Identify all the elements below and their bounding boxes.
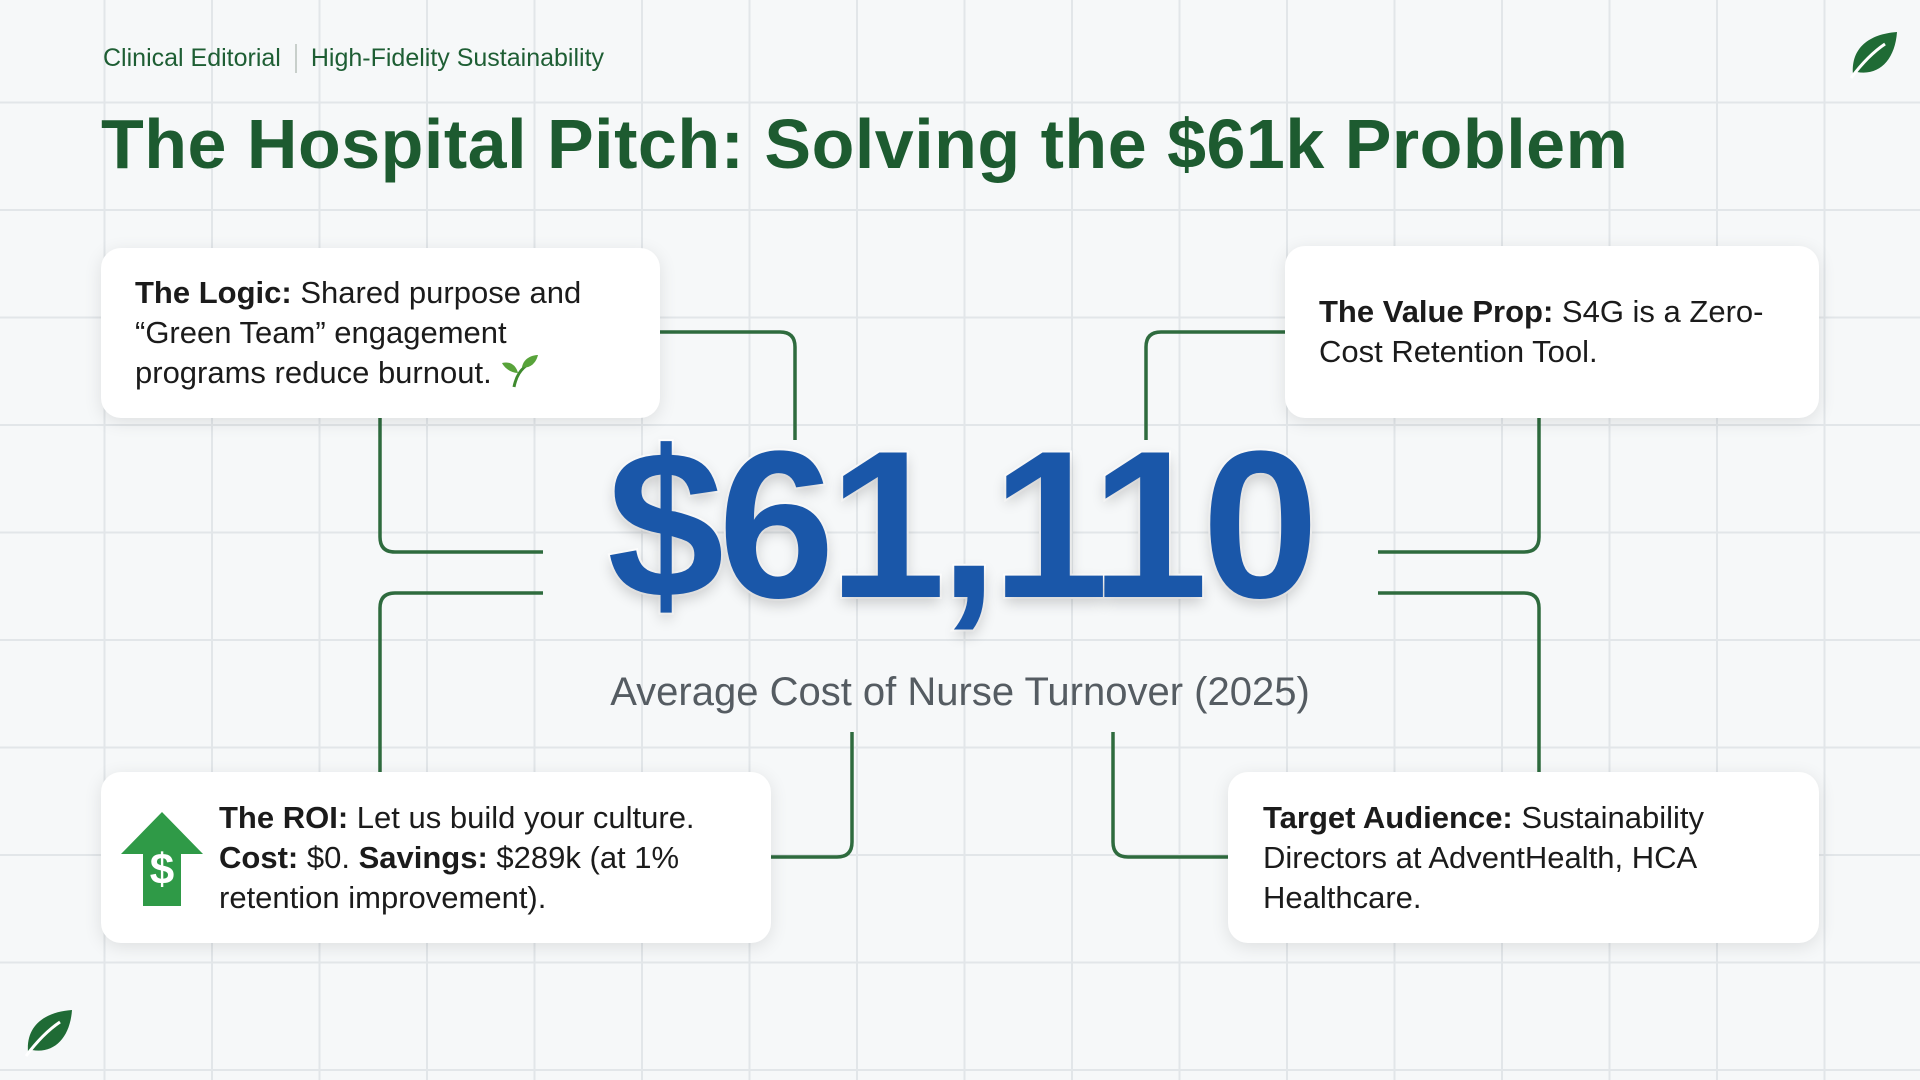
roi-icon: $	[121, 811, 203, 906]
card-text: The ROI: Let us build your culture. Cost…	[219, 798, 751, 918]
hero-value: $61,110	[605, 407, 1321, 642]
icon-symbol: $	[150, 845, 174, 894]
connector	[771, 732, 854, 859]
card-text: The Value Prop: S4G is a Zero-Cost Reten…	[1319, 292, 1791, 372]
connector	[1378, 418, 1541, 554]
eyebrow: Clinical Editorial High-Fidelity Sustain…	[103, 44, 604, 73]
card: The Value Prop: S4G is a Zero-Cost Reten…	[1285, 246, 1819, 418]
connector	[378, 591, 543, 772]
connector	[660, 330, 797, 440]
connector	[1144, 330, 1285, 440]
card-label: The ROI:	[219, 799, 349, 835]
eyebrow-item: Clinical Editorial	[103, 44, 281, 72]
connector	[378, 418, 543, 554]
card-text: Target Audience: Sustainability Director…	[1263, 798, 1791, 918]
connector	[1378, 591, 1541, 772]
card-label: The Value Prop:	[1319, 294, 1554, 329]
card-body: S4G is a Zero-Cost Retention Tool.	[1319, 294, 1764, 369]
connector	[1111, 732, 1228, 859]
card-label: Cost:	[219, 839, 299, 875]
card-body: $0.	[306, 839, 350, 875]
card-body: Let us build your culture.	[356, 799, 695, 835]
hero-caption: Average Cost of Nurse Turnover (2025)	[610, 670, 1310, 714]
eyebrow-item: High-Fidelity Sustainability	[294, 44, 604, 73]
card-label: The Logic:	[135, 275, 292, 310]
card: Target Audience: Sustainability Director…	[1228, 772, 1819, 943]
leaf-icon	[1849, 32, 1897, 79]
card-label: Target Audience:	[1263, 799, 1513, 835]
card-text: The Logic: Shared purpose and “Green Tea…	[135, 273, 632, 393]
card: The Logic: Shared purpose and “Green Tea…	[101, 248, 660, 418]
card-body: Sustainability Directors at AdventHealth…	[1263, 799, 1705, 915]
card-body: Shared purpose and “Green Team” engageme…	[135, 275, 582, 390]
card-body: $289k (at 1% retention improvement).	[219, 839, 680, 915]
sprout-icon	[501, 355, 538, 388]
title: The Hospital Pitch: Solving the $61k Pro…	[101, 105, 1629, 183]
leaf-icon	[24, 1010, 73, 1057]
card: $ The ROI: Let us build your culture. Co…	[101, 772, 771, 943]
card-label: Savings:	[358, 839, 488, 875]
